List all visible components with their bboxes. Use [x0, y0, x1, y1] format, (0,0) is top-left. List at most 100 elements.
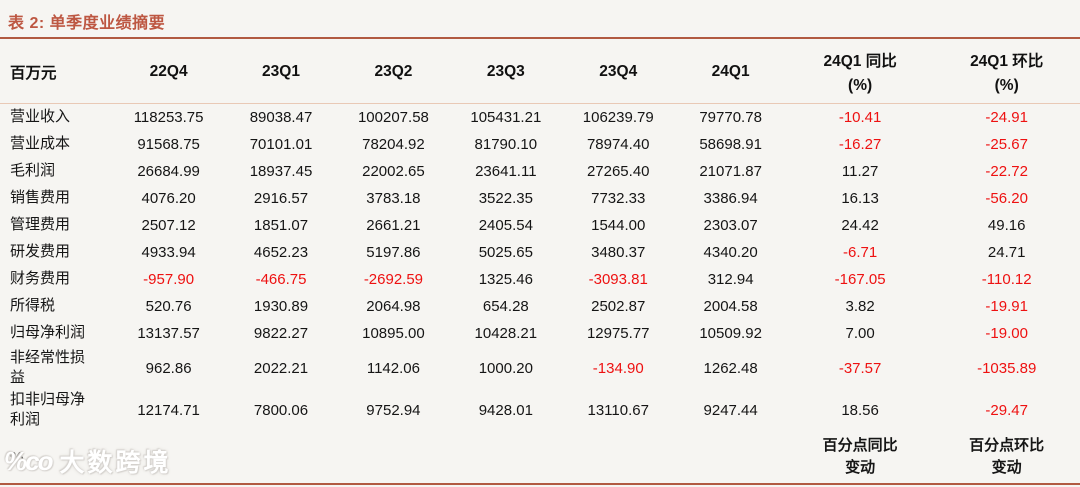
- table-cell: 1544.00: [591, 217, 646, 234]
- row-label-text: 毛利润: [10, 162, 56, 180]
- table-cell: 520.76: [145, 298, 192, 315]
- table-cell: -3093.81: [588, 271, 648, 288]
- table-cell: 21071.87: [699, 163, 762, 180]
- row-label-text: 财务费用: [10, 270, 71, 288]
- bottom-divider: [0, 483, 1080, 485]
- header-row: 百万元 22Q4 23Q1 23Q2 23Q3 23Q4 24Q1 24Q1 同比 (%) 24…: [0, 39, 1080, 104]
- table-cell: 118253.75: [133, 109, 204, 126]
- column-header-23q2: 23Q2: [337, 39, 450, 104]
- table-body: 营业收入 118253.75 89038.47 100207.58 105431.21 1…: [0, 104, 1080, 484]
- row-label-text: 所得税: [10, 297, 56, 315]
- table-cell: 81790.10: [474, 136, 538, 153]
- table-cell: 7800.06: [253, 401, 309, 419]
- table-cell: 13137.57: [137, 325, 200, 342]
- table-cell: 2507.12: [141, 217, 196, 234]
- table-cell: 3386.94: [703, 190, 758, 207]
- footer-row-label: %: [10, 448, 24, 466]
- table-cell: 1930.89: [253, 298, 309, 315]
- row-label: 营业成本: [0, 131, 112, 158]
- table-cell: 2405.54: [478, 217, 533, 234]
- table-cell: -22.72: [985, 163, 1028, 180]
- table-cell: 7.00: [845, 325, 875, 342]
- table-title: 表 2: 单季度业绩摘要: [0, 0, 1080, 39]
- table-row: 归母净利润 13137.57 9822.27 10895.00 10428.21 1297…: [0, 320, 1080, 347]
- table-title-text: 表 2: 单季度业绩摘要: [8, 15, 166, 32]
- unit-header: 百万元: [0, 39, 113, 104]
- footer-row: % 百分点同比变动 百分点环比变动: [0, 431, 1080, 483]
- row-label-text: 非经常性损益: [10, 348, 86, 386]
- table-row: 研发费用 4933.94 4652.23 5197.86 5025.65 3480.37 4…: [0, 239, 1080, 266]
- table-cell-empty: [337, 431, 449, 483]
- table-header: 百万元 22Q4 23Q1 23Q2 23Q3 23Q4 24Q1 24Q1 同比 (%) 24…: [0, 39, 1080, 104]
- table-cell: 654.28: [482, 298, 529, 315]
- row-label-text: 销售费用: [10, 189, 71, 207]
- footer-qoq-note-text: 百分点环比变动: [969, 436, 1045, 477]
- table-row: 财务费用 -957.90 -466.75 -2692.59 1325.46 -3093.8…: [0, 266, 1080, 293]
- table-cell: 1000.20: [478, 359, 533, 377]
- table-cell: 26684.99: [137, 163, 200, 180]
- table-cell: 5197.86: [366, 244, 421, 261]
- column-header-24q1: 24Q1: [674, 39, 787, 104]
- table-cell: 5025.65: [478, 244, 533, 261]
- table-cell: -19.91: [985, 298, 1028, 315]
- table-cell: 9428.01: [478, 401, 533, 419]
- table-cell: 1325.46: [478, 271, 533, 288]
- table-cell: -29.47: [985, 401, 1028, 419]
- table-cell: 3.82: [845, 298, 875, 315]
- column-header-23q3: 23Q3: [449, 39, 563, 104]
- table-cell: 1142.06: [366, 359, 420, 377]
- table-cell: 100207.58: [357, 109, 429, 126]
- table-cell: -134.90: [592, 359, 644, 377]
- table-cell: 4933.94: [141, 244, 196, 261]
- row-label-text: 管理费用: [10, 216, 71, 234]
- table-cell: 18.56: [841, 401, 879, 419]
- table-cell: 79770.78: [699, 109, 762, 126]
- table-cell: 9822.27: [253, 325, 309, 342]
- table-cell: 91568.75: [137, 136, 200, 153]
- table-cell: -24.91: [985, 109, 1028, 126]
- table-cell: 22002.65: [362, 163, 425, 180]
- table-cell: 3783.18: [366, 190, 421, 207]
- table-cell: 24.42: [841, 217, 879, 234]
- column-header-22q4: 22Q4: [112, 39, 225, 104]
- table-cell: 962.86: [145, 359, 192, 377]
- table-row: 管理费用 2507.12 1851.07 2661.21 2405.54 1544.00 2…: [0, 212, 1080, 239]
- row-label: 研发费用: [0, 239, 112, 266]
- pct-header-unit: (%): [848, 77, 873, 94]
- table-cell: 312.94: [707, 271, 754, 288]
- table-cell: -6.71: [843, 244, 878, 261]
- row-label-text: 研发费用: [10, 243, 71, 261]
- table-cell: 2502.87: [591, 298, 646, 315]
- table-cell: -16.27: [838, 136, 882, 153]
- table-cell: 10428.21: [474, 325, 538, 342]
- row-label-text: 归母净利润: [10, 324, 86, 342]
- table-cell: 89038.47: [249, 109, 313, 126]
- table-cell: 12174.71: [137, 401, 200, 419]
- row-label: 财务费用: [0, 266, 112, 293]
- table-cell: 2064.98: [366, 298, 421, 315]
- table-cell: 18937.45: [249, 163, 313, 180]
- column-header-pct-0: 24Q1 同比 (%): [786, 39, 934, 104]
- row-label-text: 扣非归母净利润: [10, 390, 86, 428]
- table-cell: 1851.07: [253, 217, 309, 234]
- table-cell: 78974.40: [586, 136, 650, 153]
- table-cell: 3522.35: [478, 190, 533, 207]
- table-cell: 24.71: [987, 244, 1026, 261]
- row-label: 销售费用: [0, 185, 112, 212]
- table-cell: 10509.92: [699, 325, 762, 342]
- column-header-pct-1: 24Q1 环比 (%): [933, 39, 1080, 104]
- table-cell: 1262.48: [703, 359, 758, 377]
- table-cell: 16.13: [841, 190, 879, 207]
- table-row: 所得税 520.76 1930.89 2064.98 654.28 2502.87 2004…: [0, 293, 1080, 320]
- table-cell: 27265.40: [586, 163, 650, 180]
- table-cell: -19.00: [985, 325, 1028, 342]
- column-header-23q1: 23Q1: [224, 39, 338, 104]
- table-cell: -25.67: [985, 136, 1028, 153]
- table-cell: -167.05: [834, 271, 886, 288]
- table-row: 营业收入 118253.75 89038.47 100207.58 105431.21 1…: [0, 104, 1080, 132]
- pct-header-unit: (%): [994, 77, 1019, 94]
- table-row: 扣非归母净利润 12174.71 7800.06 9752.94 9428.01 1311…: [0, 389, 1080, 431]
- table-row: 销售费用 4076.20 2916.57 3783.18 3522.35 7732.33 3…: [0, 185, 1080, 212]
- table-cell: 3480.37: [591, 244, 646, 261]
